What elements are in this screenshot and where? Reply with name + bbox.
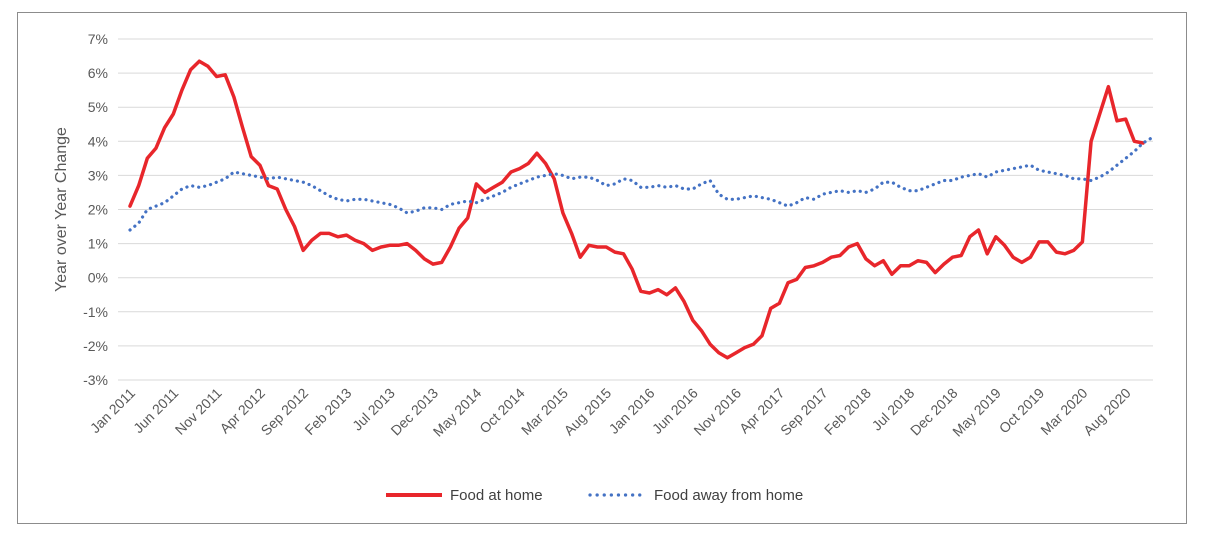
x-tick-label: Aug 2020: [1080, 385, 1134, 439]
legend-label: Food away from home: [654, 487, 803, 504]
y-tick-label: 6%: [88, 65, 108, 81]
legend: Food at home Food away from home: [386, 487, 803, 504]
x-tick-label: Jan 2016: [606, 385, 658, 437]
y-tick-label: 2%: [88, 202, 108, 218]
series-food-at-home: [128, 59, 1145, 360]
y-tick-label: 1%: [88, 236, 108, 252]
y-tick-label: -1%: [83, 304, 108, 320]
chart-frame: 7% 6% 5% 4% 3% 2% 1% 0% -1% -2% -3% Jan 2011 Jun 20…: [17, 12, 1187, 524]
y-tick-label: -2%: [83, 338, 108, 354]
series-lines: [128, 59, 1154, 360]
legend-item-food-away-from-home: Food away from home: [588, 487, 803, 504]
y-tick-label: 7%: [88, 31, 108, 47]
x-tick-label: Aug 2015: [561, 385, 615, 439]
y-tick-label: 4%: [88, 133, 108, 149]
x-tick-label: Nov 2011: [172, 385, 225, 438]
series-food-away-from-home: [128, 136, 1154, 232]
x-tick-label: Nov 2016: [690, 385, 744, 439]
x-tick-label: Sep 2017: [777, 385, 831, 439]
x-tick-label: Feb 2013: [301, 385, 354, 438]
y-tick-label: 3%: [88, 167, 108, 183]
y-tick-label: 0%: [88, 270, 108, 286]
x-tick-label: Feb 2018: [821, 385, 874, 438]
y-tick-label: -3%: [83, 372, 108, 388]
grid-lines: [118, 38, 1153, 381]
legend-label: Food at home: [450, 487, 543, 504]
x-tick-label: Jan 2011: [87, 385, 138, 436]
y-tick-label: 5%: [88, 99, 108, 115]
x-tick-label: Sep 2012: [258, 385, 312, 439]
y-axis-label: Year over Year Change: [53, 127, 70, 292]
legend-item-food-at-home: Food at home: [386, 487, 543, 504]
y-axis-ticks: 7% 6% 5% 4% 3% 2% 1% 0% -1% -2% -3%: [83, 31, 108, 388]
